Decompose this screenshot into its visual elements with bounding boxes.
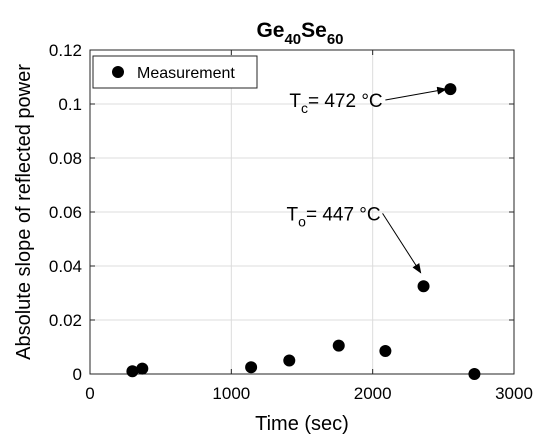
x-tick-label: 3000 [495, 384, 533, 403]
annotation-arrow [385, 86, 448, 101]
data-point [283, 354, 296, 367]
data-point [468, 368, 481, 380]
y-tick-labels: 0 0.02 0.04 0.06 0.08 0.1 0.12 [49, 41, 82, 384]
legend: Measurement [92, 55, 258, 89]
y-axis-label: Absolute slope of reflected power [13, 64, 35, 360]
y-tick-label: 0.1 [58, 95, 82, 114]
annotations: Tc= 472 °CTo= 447 °C [287, 86, 448, 274]
chart-title: Ge40Se60 [256, 19, 343, 48]
annotation-arrow [382, 213, 422, 274]
x-tick-labels: 0 1000 2000 3000 [85, 384, 533, 403]
x-axis-label: Time (sec) [255, 413, 349, 435]
y-tick-label: 0.06 [49, 203, 82, 222]
x-tick-label: 1000 [212, 384, 250, 403]
annotation-label: Tc= 472 °C [289, 91, 382, 116]
data-point [136, 362, 149, 375]
data-point [126, 365, 139, 378]
legend-label: Measurement [137, 65, 235, 82]
annotation-value: = 472 °C [308, 91, 383, 112]
x-tick-label: 2000 [354, 384, 392, 403]
grid-lines [90, 50, 514, 374]
legend-marker [112, 66, 124, 78]
data-point [332, 339, 345, 352]
annotation-prefix: T [287, 204, 299, 225]
data-point [444, 83, 457, 96]
annotation-prefix: T [289, 91, 301, 112]
annotation-subscript: c [301, 100, 308, 116]
y-tick-label: 0.04 [49, 257, 82, 276]
y-tick-label: 0.08 [49, 149, 82, 168]
y-tick-label: 0 [73, 365, 82, 384]
y-tick-label: 0.02 [49, 311, 82, 330]
annotation-subscript: o [298, 213, 306, 229]
measurement-series [126, 83, 481, 380]
annotation-value: = 447 °C [306, 204, 381, 225]
data-point [379, 345, 392, 358]
y-tick-label: 0.12 [49, 41, 82, 60]
annotation-label: To= 447 °C [287, 204, 381, 229]
data-point [245, 361, 258, 374]
x-tick-label: 0 [85, 384, 94, 403]
data-point [417, 280, 430, 293]
axis-ticks [89, 49, 515, 375]
